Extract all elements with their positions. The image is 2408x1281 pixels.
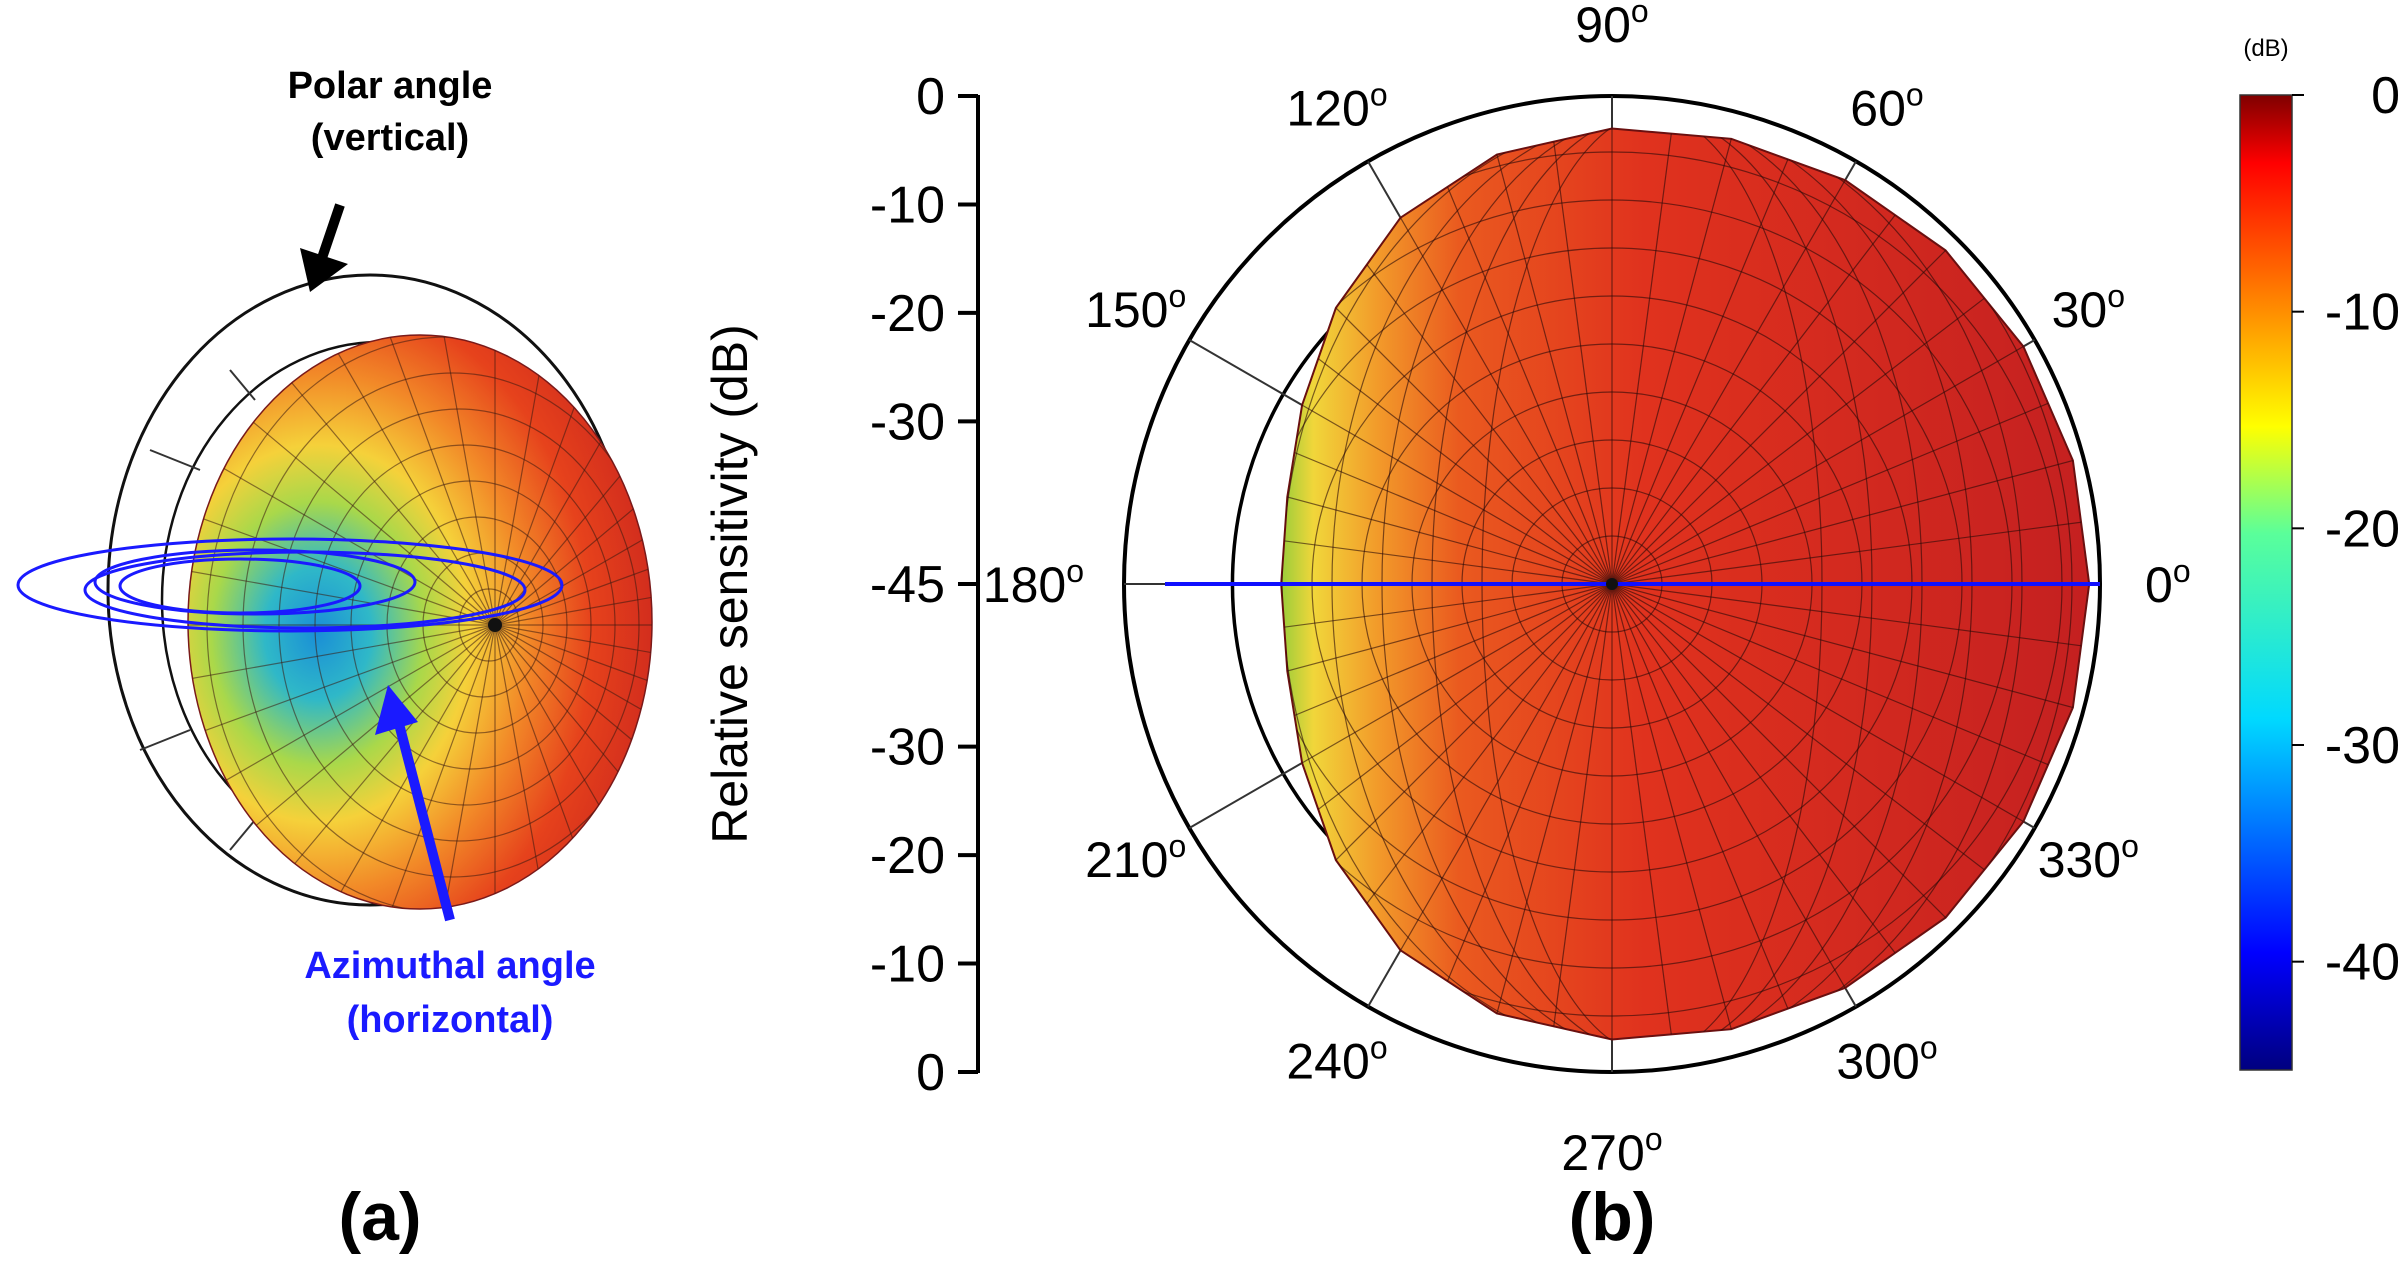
sensitivity-pattern <box>1165 127 2100 1041</box>
angle-label-90: 90o <box>1575 0 1648 53</box>
y-tick-label: -20 <box>870 285 945 343</box>
angle-label-30: 30o <box>2052 278 2125 338</box>
panel-label-b: (b) <box>1569 1179 1656 1255</box>
colorbar-unit: (dB) <box>2243 35 2288 62</box>
frame-spoke <box>229 819 256 851</box>
colorbar: (dB) 0 -10 -20 -30 -40 <box>2239 35 2400 1071</box>
y-tick: 0 <box>916 1044 978 1102</box>
angle-label-330: 330o <box>2038 828 2139 888</box>
y-tick: -20 <box>870 827 978 885</box>
svg-text:0o: 0o <box>2145 553 2191 613</box>
colorbar-tick: -30 <box>2292 717 2400 775</box>
polar-angle-arrow <box>300 203 348 292</box>
y-axis-ticks: 0 -10 -20 -30 -45 -30 -20 -10 0 <box>870 68 978 1102</box>
svg-text:300o: 300o <box>1836 1029 1937 1089</box>
y-tick-label: 0 <box>916 1044 945 1102</box>
angle-label-210: 210o <box>1085 828 1186 888</box>
svg-text:120o: 120o <box>1286 77 1387 137</box>
polar-angle-label-line1: Polar angle <box>288 65 493 107</box>
azimuthal-angle-label-line2: (horizontal) <box>347 999 554 1041</box>
frame-spoke <box>229 369 256 401</box>
y-tick: 0 <box>916 68 978 126</box>
angle-label-150: 150o <box>1085 278 1186 338</box>
colorbar-tick-label: -30 <box>2325 717 2400 775</box>
angle-label-0: 0o <box>2145 553 2191 613</box>
colorbar-tick: -20 <box>2292 500 2400 558</box>
polar-angle-label-line2: (vertical) <box>311 117 469 159</box>
angle-label-120: 120o <box>1286 77 1387 137</box>
colorbar-ticks: 0 -10 -20 -30 -40 <box>2292 67 2400 992</box>
svg-text:210o: 210o <box>1085 828 1186 888</box>
angle-label-300: 300o <box>1836 1029 1937 1089</box>
panel-label-a: (a) <box>338 1179 421 1255</box>
azimuthal-angle-arrow <box>375 685 455 922</box>
colorbar-tick: 0 <box>2292 67 2400 125</box>
angle-label-60: 60o <box>1850 77 1923 137</box>
y-tick-label: -10 <box>870 936 945 994</box>
y-tick-label: -30 <box>870 393 945 451</box>
y-tick: -10 <box>870 936 978 994</box>
panel-b: 0 -10 -20 -30 -45 -30 -20 -10 0 Relative sensiti… <box>702 0 2191 1255</box>
y-tick: -45 <box>870 556 978 614</box>
colorbar-tick-label: 0 <box>2371 67 2400 125</box>
colorbar-gradient <box>2239 94 2293 1071</box>
svg-text:180o: 180o <box>983 553 1084 613</box>
y-tick: -30 <box>870 393 978 451</box>
frame-spoke <box>149 449 201 471</box>
colorbar-tick-label: -10 <box>2325 284 2400 342</box>
svg-text:30o: 30o <box>2052 278 2125 338</box>
panel-a: Polar angle (vertical) Azimuthal angle (… <box>16 65 653 1255</box>
y-tick-label: -20 <box>870 827 945 885</box>
frame-spoke <box>139 729 191 751</box>
angle-label-180: 180o <box>983 553 1084 613</box>
colorbar-tick: -40 <box>2292 934 2400 992</box>
y-tick-label: -45 <box>870 556 945 614</box>
angle-label-240: 240o <box>1286 1029 1387 1089</box>
sphere-pole <box>488 618 502 632</box>
angle-label-270: 270o <box>1561 1121 1662 1181</box>
colorbar-tick: -10 <box>2292 284 2400 342</box>
colorbar-tick-label: -20 <box>2325 500 2400 558</box>
y-tick: -30 <box>870 719 978 777</box>
azimuthal-angle-label-line1: Azimuthal angle <box>304 945 595 987</box>
y-tick-label: -30 <box>870 719 945 777</box>
y-axis-label: Relative sensitivity (dB) <box>702 324 758 844</box>
y-tick: -20 <box>870 285 978 343</box>
y-tick: -10 <box>870 176 978 234</box>
y-tick-label: 0 <box>916 68 945 126</box>
svg-text:90o: 90o <box>1575 0 1648 53</box>
svg-text:240o: 240o <box>1286 1029 1387 1089</box>
svg-text:330o: 330o <box>2038 828 2139 888</box>
colorbar-tick-label: -40 <box>2325 934 2400 992</box>
azimuthal-loops <box>16 537 564 633</box>
svg-text:150o: 150o <box>1085 278 1186 338</box>
svg-text:270o: 270o <box>1561 1121 1662 1181</box>
svg-text:60o: 60o <box>1850 77 1923 137</box>
pattern-center <box>1606 578 1618 590</box>
y-tick-label: -10 <box>870 176 945 234</box>
